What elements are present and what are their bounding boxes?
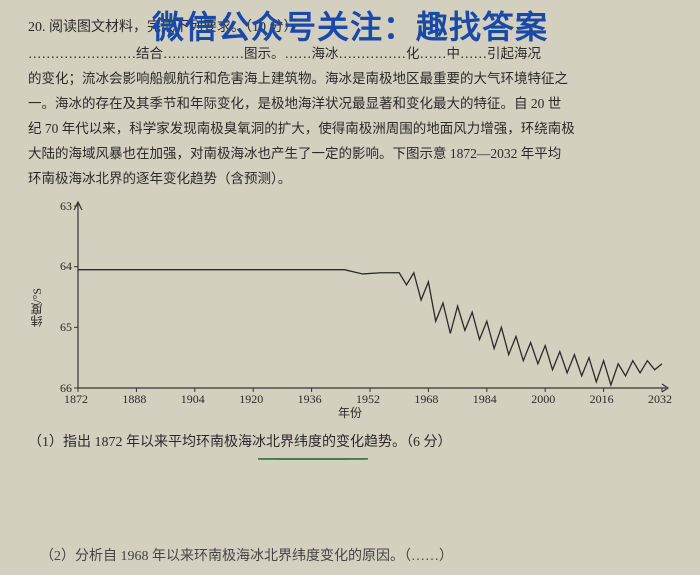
x-tick-label: 1920: [239, 392, 263, 407]
x-tick-label: 2000: [531, 392, 555, 407]
x-tick-label: 1952: [356, 392, 380, 407]
x-tick-label: 1968: [414, 392, 438, 407]
subquestion-2: （2）分析自 1968 年以来环南极海冰北界纬度变化的原因。（……）: [40, 545, 453, 565]
y-tick-label: 63: [60, 199, 72, 214]
x-tick-label: 1872: [64, 392, 88, 407]
x-tick-label: 1904: [181, 392, 205, 407]
chart-svg: [30, 198, 670, 423]
passage-line: 一。海冰的存在及其季节和年际变化，是极地海洋状况最显著和变化最大的特征。自 20…: [28, 92, 672, 117]
y-tick-label: 64: [60, 259, 72, 274]
x-tick-label: 2032: [648, 392, 672, 407]
x-tick-label: 1936: [298, 392, 322, 407]
subq1-text: （1）指出 1872 年以来平均环南极海冰北界纬度的变化趋势。（6 分）: [28, 435, 452, 450]
underline-annotation: [258, 457, 368, 460]
line-chart: 纬度/°S 年份 6364656618721888190419201936195…: [30, 198, 670, 423]
passage-text: ……………………结合………………图示。……海冰……………化……中……引起海况 的…: [28, 42, 672, 192]
y-axis-label: 纬度/°S: [28, 288, 45, 327]
passage-line: 大陆的海域风暴也在加强，对南极海冰也产生了一定的影响。下图示意 1872—203…: [28, 142, 672, 167]
x-tick-label: 1984: [473, 392, 497, 407]
y-tick-label: 65: [60, 320, 72, 335]
passage-line: 纪 70 年代以来，科学家发现南极臭氧洞的扩大，使得南极洲周围的地面风力增强，环…: [28, 117, 672, 142]
passage-line: 的变化；流冰会影响船舰航行和危害海上建筑物。海冰是南极地区最重要的大气环境特征之: [28, 67, 672, 92]
x-tick-label: 2016: [590, 392, 614, 407]
x-tick-label: 1888: [122, 392, 146, 407]
watermark-overlay: 微信公众号关注：趣找答案: [0, 2, 700, 48]
passage-line: 环南极海冰北界的逐年变化趋势（含预测）。: [28, 167, 672, 192]
